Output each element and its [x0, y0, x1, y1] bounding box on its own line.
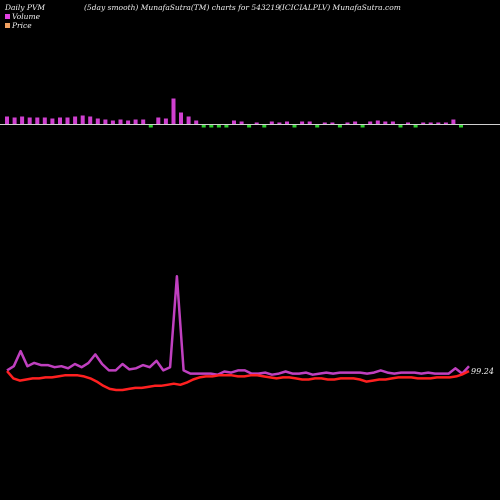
volume-bar — [421, 122, 426, 125]
volume-bar — [156, 117, 161, 125]
chart-title-left: Daily PVM — [5, 3, 46, 12]
volume-bar — [209, 124, 214, 128]
price-line — [6, 369, 470, 392]
volume-bar — [133, 119, 138, 125]
volume-bar — [292, 124, 297, 128]
volume-bar — [375, 120, 380, 125]
volume-bar — [360, 124, 365, 128]
volume-bar — [171, 98, 176, 125]
volume-bar — [95, 118, 100, 125]
volume-bar — [186, 116, 191, 125]
volume-bar — [27, 117, 32, 125]
volume-bar — [406, 122, 410, 125]
legend-volume: Volume — [5, 12, 40, 21]
volume-bar — [330, 122, 335, 125]
volume-bar — [201, 124, 206, 128]
volume-bar — [345, 122, 350, 125]
volume-bar — [269, 121, 274, 125]
last-price-label: 99.24 — [471, 367, 494, 376]
volume-bar — [239, 121, 244, 125]
volume-bar — [224, 124, 229, 128]
volume-bar — [73, 116, 78, 125]
volume-bar — [436, 122, 441, 125]
volume-bar — [110, 120, 115, 125]
legend-volume-swatch — [5, 14, 10, 19]
volume-bar — [277, 122, 282, 125]
volume-line — [6, 275, 470, 376]
volume-bar — [353, 121, 358, 125]
volume-bar — [398, 124, 403, 128]
volume-bar — [126, 120, 131, 125]
volume-bar — [80, 115, 85, 125]
volume-bar — [247, 124, 252, 128]
volume-bar — [285, 121, 289, 125]
volume-bar — [390, 121, 395, 125]
volume-bar — [58, 117, 62, 125]
volume-bar — [459, 124, 463, 128]
volume-bar — [35, 117, 40, 125]
volume-bars — [5, 98, 463, 128]
volume-bar — [451, 119, 456, 125]
volume-bar — [383, 121, 388, 125]
volume-bar — [179, 112, 183, 125]
volume-bar — [368, 121, 373, 125]
volume-bar — [254, 122, 259, 125]
volume-bar — [262, 124, 267, 128]
volume-bar — [50, 118, 55, 125]
volume-bar — [65, 117, 70, 125]
volume-bar — [148, 124, 153, 128]
volume-bar — [118, 119, 123, 125]
volume-bar — [216, 124, 221, 128]
legend-price-label: Price — [12, 21, 32, 30]
volume-bar — [337, 124, 342, 128]
volume-bar — [103, 119, 108, 125]
volume-bar — [5, 116, 9, 125]
volume-bar — [300, 121, 305, 125]
volume-bar — [307, 121, 312, 125]
chart-title-right: (ICICIALPLV) MunafaSutra.com — [279, 3, 401, 12]
legend-volume-label: Volume — [12, 12, 41, 21]
volume-bar — [20, 116, 25, 125]
volume-bar — [315, 124, 320, 128]
volume-bar — [12, 117, 17, 125]
volume-bar — [322, 122, 327, 125]
volume-bar — [428, 122, 433, 125]
volume-bar — [42, 117, 47, 125]
legend-price: Price — [5, 21, 32, 30]
legend-price-swatch — [5, 23, 10, 28]
volume-bar — [88, 116, 93, 125]
volume-bar — [443, 122, 448, 125]
volume-bar — [163, 118, 168, 125]
volume-bar — [194, 120, 199, 125]
volume-bar — [141, 119, 146, 125]
volume-bar — [232, 120, 236, 125]
chart-title-middle: (5day smooth) MunafaSutra(TM) charts for… — [84, 3, 280, 12]
volume-bar — [413, 124, 418, 128]
